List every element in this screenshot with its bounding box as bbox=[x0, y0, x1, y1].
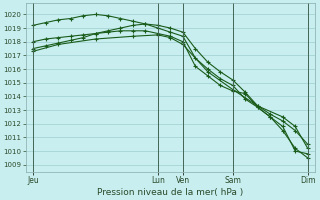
X-axis label: Pression niveau de la mer( hPa ): Pression niveau de la mer( hPa ) bbox=[97, 188, 244, 197]
